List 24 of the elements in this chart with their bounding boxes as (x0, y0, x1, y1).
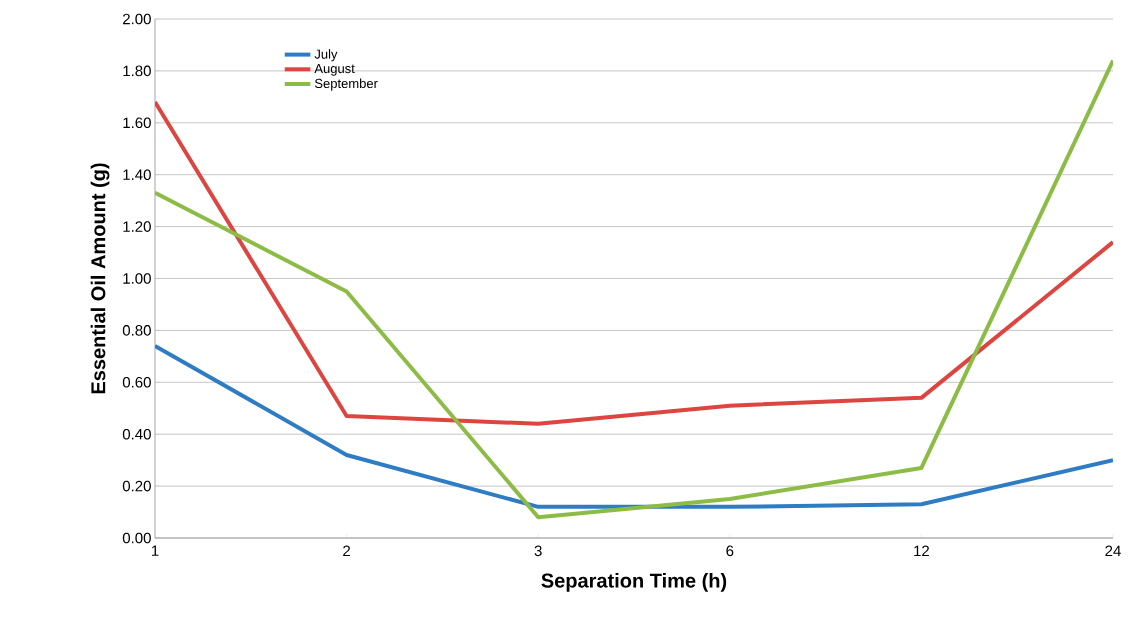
y-tick-label: 0.80 (122, 325, 151, 336)
y-tick-label: 0.20 (122, 480, 151, 492)
legend-label: July (314, 49, 338, 62)
x-tick-label: 2 (343, 545, 351, 557)
y-tick-label: 0.00 (122, 532, 151, 544)
line-series (155, 343, 1113, 509)
x-tick-label: 24 (1105, 545, 1121, 557)
x-tick-label: 12 (914, 545, 929, 557)
x-tick-label: 6 (726, 545, 734, 557)
y-tick-label: 1.80 (123, 65, 151, 77)
y-tick-label: 1.60 (123, 117, 151, 129)
y-axis-title: Essential Oil Amount (g) (90, 163, 110, 394)
x-axis-title: Separation Time (h) (541, 573, 727, 592)
legend-label: September (314, 78, 378, 91)
line-series (155, 100, 1113, 426)
y-tick-label: 0.60 (122, 376, 151, 388)
y-tick-label: 0.40 (122, 428, 151, 440)
y-tick-label: 2.00 (123, 13, 151, 25)
y-tick-label: 1.40 (123, 169, 151, 180)
y-tick-label: 1.20 (123, 221, 151, 232)
legend-label: August (314, 64, 355, 76)
x-tick-label: 3 (534, 545, 542, 557)
x-tick-label: 1 (151, 545, 159, 556)
y-tick-label: 1.00 (123, 273, 151, 284)
